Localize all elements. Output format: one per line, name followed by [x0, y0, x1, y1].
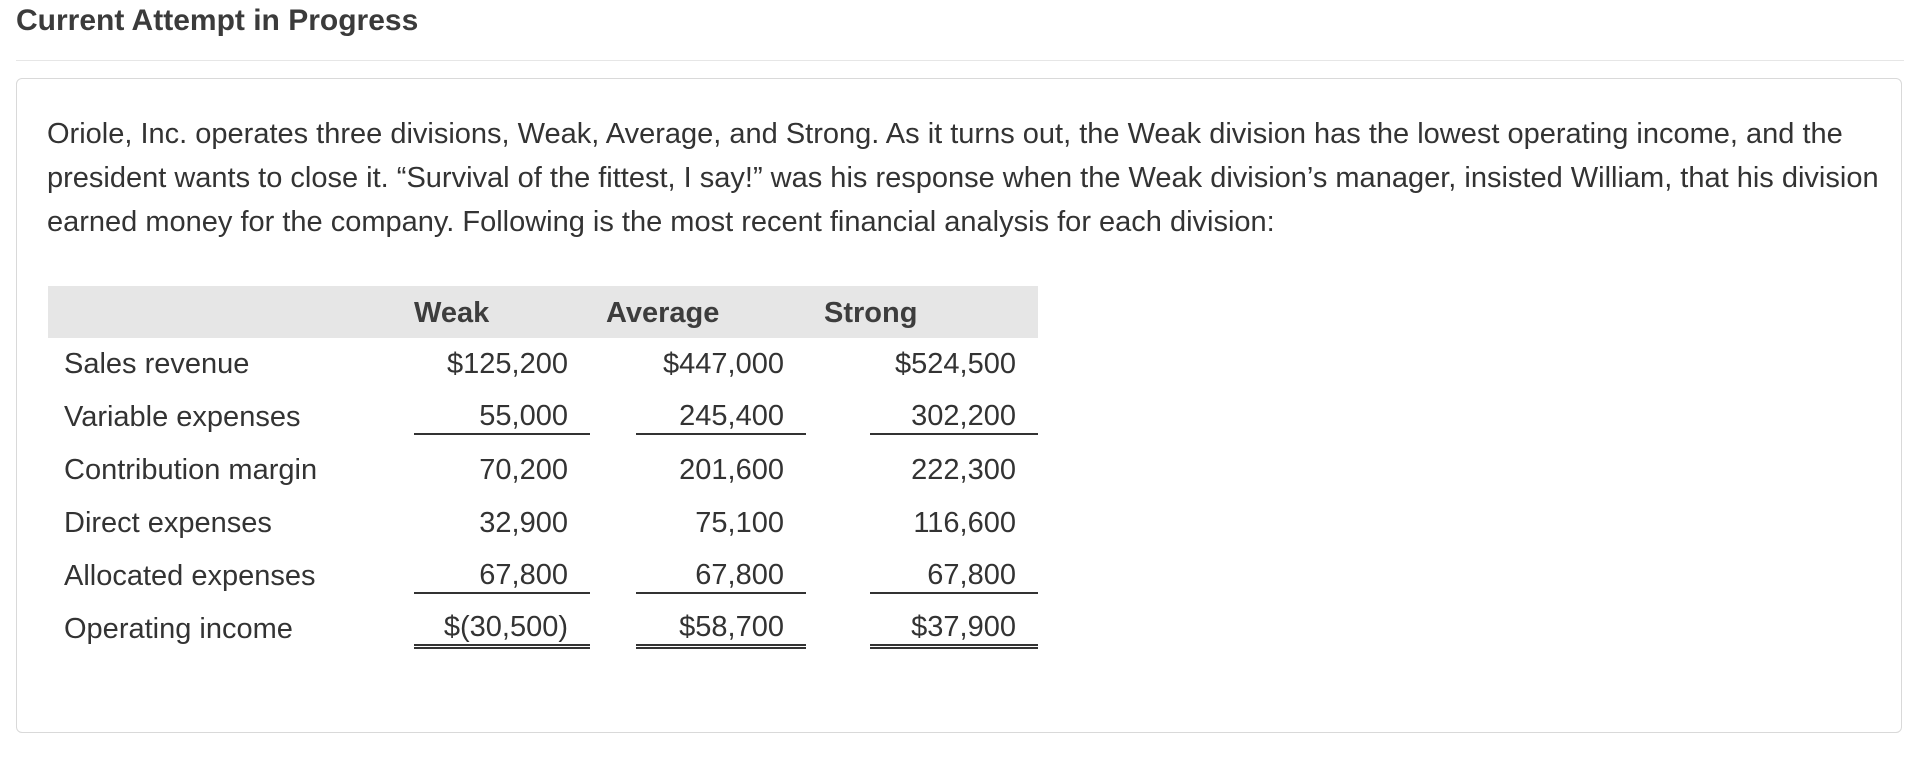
row-label: Operating income: [64, 613, 293, 645]
column-header-average: Average: [606, 296, 720, 329]
column-header-weak: Weak: [414, 296, 490, 329]
cell-value: 302,200: [870, 400, 1038, 435]
table-row-sales-revenue: Sales revenue $125,200 $447,000 $524,500: [48, 338, 1038, 391]
cell-value: 75,100: [695, 507, 784, 539]
cell-value: 222,300: [911, 454, 1016, 486]
cell-value: $524,500: [895, 348, 1016, 380]
cell-value: $58,700: [636, 611, 806, 649]
cell-value: 116,600: [913, 507, 1016, 539]
cell-value: $(30,500): [414, 611, 590, 649]
financial-analysis-table: Weak Average Strong Sales revenue $125,2…: [48, 286, 1038, 656]
cell-value: $37,900: [870, 611, 1038, 649]
row-label: Allocated expenses: [64, 560, 316, 592]
table-row-operating-income: Operating income $(30,500) $58,700 $37,9…: [48, 603, 1038, 656]
page-header: Current Attempt in Progress: [16, 0, 1904, 61]
cell-value: $125,200: [447, 348, 568, 380]
row-label: Variable expenses: [64, 401, 301, 433]
table-row-allocated-expenses: Allocated expenses 67,800 67,800 67,800: [48, 550, 1038, 603]
cell-value: 70,200: [479, 454, 568, 486]
column-header-strong: Strong: [824, 296, 918, 329]
row-label: Contribution margin: [64, 454, 318, 486]
cell-value: 32,900: [479, 507, 568, 539]
cell-value: 67,800: [636, 559, 806, 594]
table-row-contribution-margin: Contribution margin 70,200 201,600 222,3…: [48, 444, 1038, 497]
cell-value: 201,600: [679, 454, 784, 486]
table-row-variable-expenses: Variable expenses 55,000 245,400 302,200: [48, 391, 1038, 444]
question-card: Oriole, Inc. operates three divisions, W…: [16, 78, 1902, 733]
table-row-direct-expenses: Direct expenses 32,900 75,100 116,600: [48, 497, 1038, 550]
cell-value: $447,000: [663, 348, 784, 380]
cell-value: 67,800: [870, 559, 1038, 594]
cell-value: 245,400: [636, 400, 806, 435]
table-header-row: Weak Average Strong: [48, 286, 1038, 338]
cell-value: 55,000: [414, 400, 590, 435]
row-label: Direct expenses: [64, 507, 272, 539]
question-text: Oriole, Inc. operates three divisions, W…: [47, 118, 1879, 238]
page-title: Current Attempt in Progress: [16, 4, 419, 37]
row-label: Sales revenue: [64, 348, 250, 380]
header-blank: [48, 286, 396, 338]
cell-value: 67,800: [414, 559, 590, 594]
